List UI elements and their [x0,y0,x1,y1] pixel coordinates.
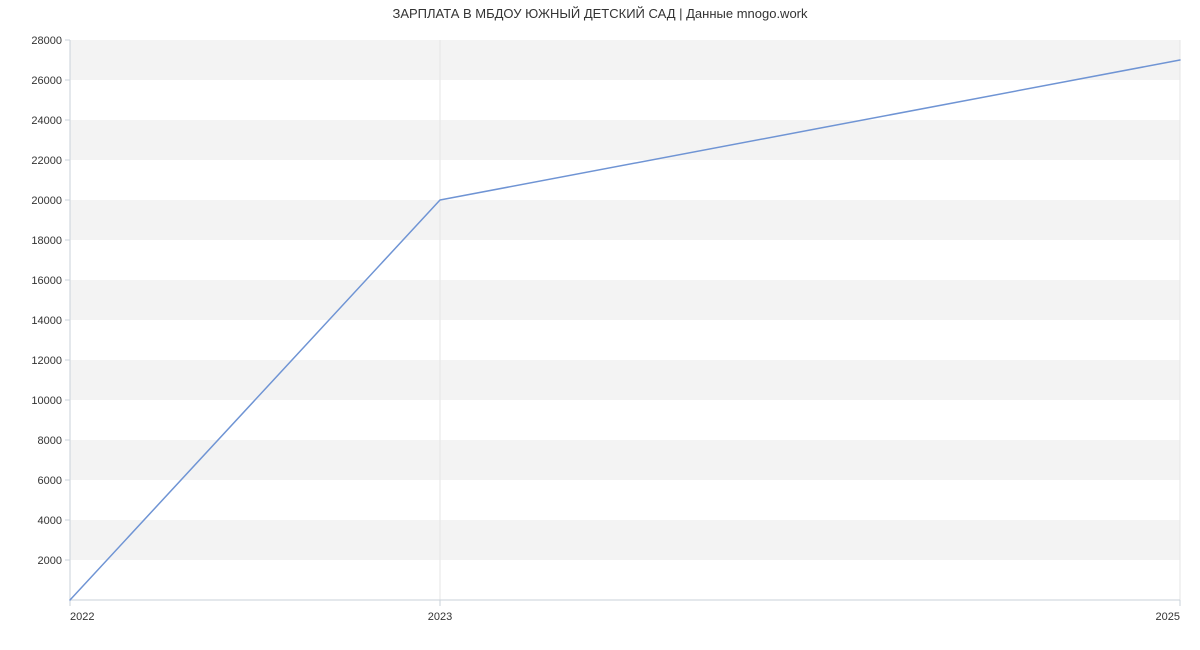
chart-container: ЗАРПЛАТА В МБДОУ ЮЖНЫЙ ДЕТСКИЙ САД | Дан… [0,0,1200,650]
y-tick-label: 2000 [38,555,62,567]
y-tick-label: 22000 [31,155,62,167]
line-chart: 2000 4000 6000 8000 10000 12000 14000 16000 1800… [0,0,1200,650]
y-tick-label: 16000 [31,275,62,287]
x-tick-label: 2023 [428,611,452,623]
y-tick-label: 10000 [31,395,62,407]
x-tick-label: 2025 [1156,611,1180,623]
x-tick-label: 2022 [70,611,94,623]
y-tick-label: 24000 [31,115,62,127]
y-tick-label: 12000 [31,355,62,367]
y-tick-label: 20000 [31,195,62,207]
y-tick-label: 28000 [31,35,62,47]
y-tick-label: 4000 [38,515,62,527]
chart-title: ЗАРПЛАТА В МБДОУ ЮЖНЫЙ ДЕТСКИЙ САД | Дан… [0,6,1200,21]
y-tick-label: 18000 [31,235,62,247]
y-tick-label: 14000 [31,315,62,327]
y-tick-label: 26000 [31,75,62,87]
y-tick-label: 8000 [38,435,62,447]
y-tick-label: 6000 [38,475,62,487]
